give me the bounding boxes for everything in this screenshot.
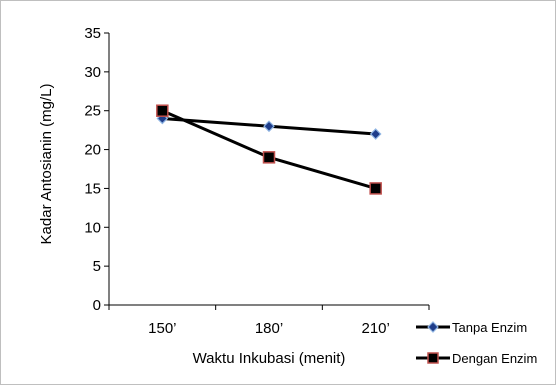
legend: Tanpa Enzim Dengan Enzim <box>416 320 537 366</box>
data-point-dengan-enzim <box>156 104 169 117</box>
y-tick-label: 5 <box>93 258 101 275</box>
y-axis: 0 5 10 15 20 25 30 35 <box>84 25 110 314</box>
x-axis-title: Waktu Inkubasi (menit) <box>193 350 346 367</box>
x-axis: 150’ 180’ 210’ <box>108 304 430 337</box>
y-tick-label: 20 <box>84 142 101 159</box>
data-point-tanpa-enzim <box>369 128 382 140</box>
y-tick-label: 30 <box>84 64 101 81</box>
y-tick-label: 0 <box>93 297 101 314</box>
legend-item-tanpa-enzim: Tanpa Enzim <box>416 320 527 335</box>
series-layer <box>156 104 382 195</box>
legend-item-dengan-enzim: Dengan Enzim <box>416 351 537 366</box>
y-tick-label: 35 <box>84 25 101 42</box>
x-tick-label: 180’ <box>255 320 283 337</box>
data-point-dengan-enzim <box>262 151 276 164</box>
legend-marker-square <box>427 352 439 364</box>
legend-marker-diamond <box>427 321 439 333</box>
legend-label-dengan-enzim: Dengan Enzim <box>452 351 537 366</box>
y-axis-title: Kadar Antosianin (mg/L) <box>38 84 55 245</box>
x-tick-label: 210’ <box>361 320 389 337</box>
y-tick-label: 10 <box>84 219 101 236</box>
x-tick-label: 150’ <box>148 320 176 337</box>
data-point-tanpa-enzim <box>263 120 275 133</box>
legend-label-tanpa-enzim: Tanpa Enzim <box>452 320 527 335</box>
data-point-dengan-enzim <box>369 182 382 195</box>
y-tick-label: 25 <box>84 103 101 120</box>
y-tick-label: 15 <box>84 180 101 197</box>
